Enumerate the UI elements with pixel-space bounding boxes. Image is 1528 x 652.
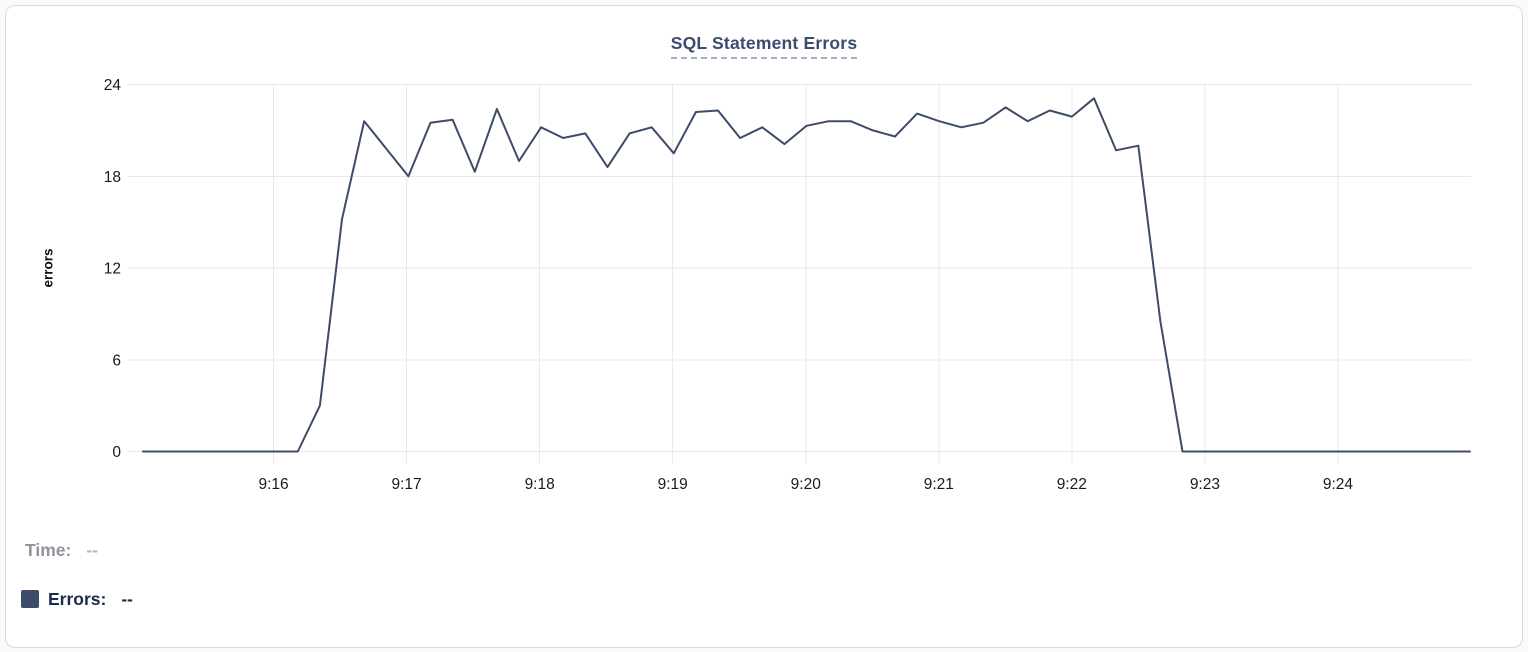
svg-text:0: 0 (112, 444, 121, 461)
gridlines (127, 84, 1471, 464)
errors-series-marker (21, 590, 39, 608)
y-axis-label: errors (40, 248, 56, 288)
legend-time-label: Time: (25, 540, 72, 560)
svg-text:9:21: 9:21 (924, 476, 954, 493)
svg-text:12: 12 (104, 261, 121, 278)
legend-row-time[interactable]: Time: -- (25, 539, 133, 561)
chart-title[interactable]: SQL Statement Errors (670, 32, 858, 59)
sql-errors-line-chart[interactable]: 0 6 12 18 24 9:16 9:17 9:18 9:19 9:20 9:21 9:22 9:23… (0, 0, 1528, 512)
legend-errors-label: Errors: (48, 589, 107, 609)
axis-tick-labels: 0 6 12 18 24 9:16 9:17 9:18 9:19 9:20 9:21 9:22 9:23… (104, 77, 1354, 493)
svg-text:9:22: 9:22 (1057, 476, 1087, 493)
svg-text:6: 6 (112, 352, 121, 369)
svg-text:24: 24 (104, 77, 122, 94)
svg-text:9:20: 9:20 (791, 476, 822, 493)
legend-time-value: -- (86, 540, 99, 560)
chart-legend: Time: -- Errors: -- (21, 539, 133, 610)
svg-text:9:23: 9:23 (1190, 476, 1220, 493)
legend-errors-value: -- (121, 589, 134, 609)
errors-series-line (142, 97, 1471, 453)
svg-text:9:17: 9:17 (392, 476, 422, 493)
legend-row-errors[interactable]: Errors: -- (21, 588, 133, 610)
svg-text:9:19: 9:19 (658, 476, 688, 493)
svg-text:9:24: 9:24 (1323, 476, 1354, 493)
chart-header: SQL Statement Errors (6, 32, 1522, 59)
svg-text:9:18: 9:18 (525, 476, 555, 493)
chart-card: SQL Statement Errors 0 6 12 18 24 9:16 9:17 9:1… (5, 5, 1523, 648)
svg-text:18: 18 (104, 169, 121, 186)
svg-text:9:16: 9:16 (258, 476, 288, 493)
